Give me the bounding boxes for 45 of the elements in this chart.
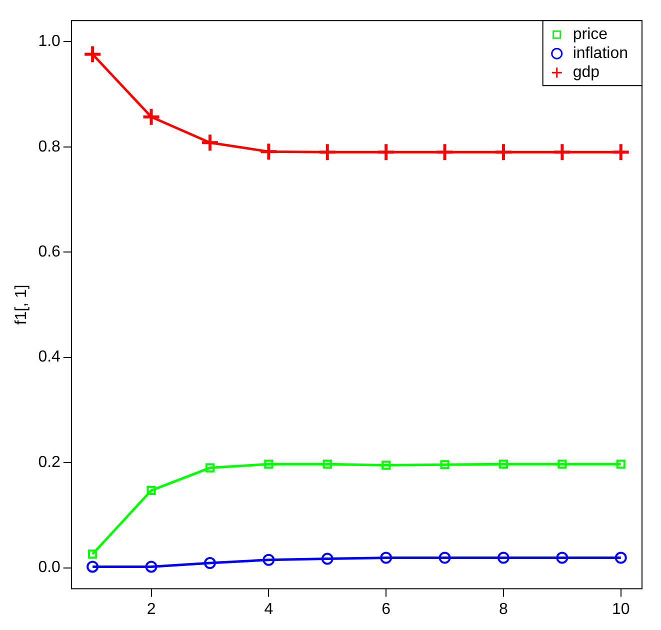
point	[438, 552, 451, 564]
point	[259, 142, 278, 162]
point	[262, 554, 275, 566]
point	[321, 552, 334, 565]
point	[322, 460, 332, 469]
x-tick-label: 2	[146, 600, 156, 618]
point	[145, 560, 158, 573]
point	[264, 460, 274, 469]
point	[614, 552, 627, 564]
point	[380, 552, 392, 564]
point	[382, 460, 391, 470]
y-tick-label: 0.6	[38, 243, 61, 260]
point	[497, 552, 510, 564]
x-tick-label: 4	[264, 600, 274, 618]
point	[318, 142, 337, 162]
point	[556, 552, 568, 564]
point	[204, 557, 216, 570]
point	[558, 460, 567, 469]
point	[200, 133, 220, 152]
legend-label: inflation	[572, 45, 628, 62]
y-tick-label: 0.0	[38, 559, 61, 576]
y-tick-label: 0.2	[38, 454, 61, 471]
point	[86, 560, 99, 573]
point	[376, 142, 396, 162]
x-tick-label: 10	[612, 600, 630, 618]
x-tick-label: 8	[499, 600, 508, 618]
point	[552, 142, 572, 162]
point	[440, 460, 450, 470]
point	[88, 550, 98, 559]
point	[616, 460, 626, 469]
y-tick-label: 0.4	[38, 348, 61, 366]
x-tick-label: 6	[382, 600, 391, 618]
point	[494, 142, 513, 162]
legend-label: gdp	[572, 64, 600, 82]
point	[83, 44, 102, 64]
point	[435, 142, 454, 162]
y-tick-label: 0.8	[38, 138, 61, 156]
point	[611, 142, 630, 162]
legend-label: price	[572, 26, 608, 44]
point	[142, 107, 161, 126]
point	[498, 460, 508, 469]
point	[146, 486, 156, 495]
point	[205, 463, 215, 472]
y-tick-label: 1.0	[38, 33, 61, 50]
y-axis-title: f1[, 1]	[13, 284, 30, 325]
